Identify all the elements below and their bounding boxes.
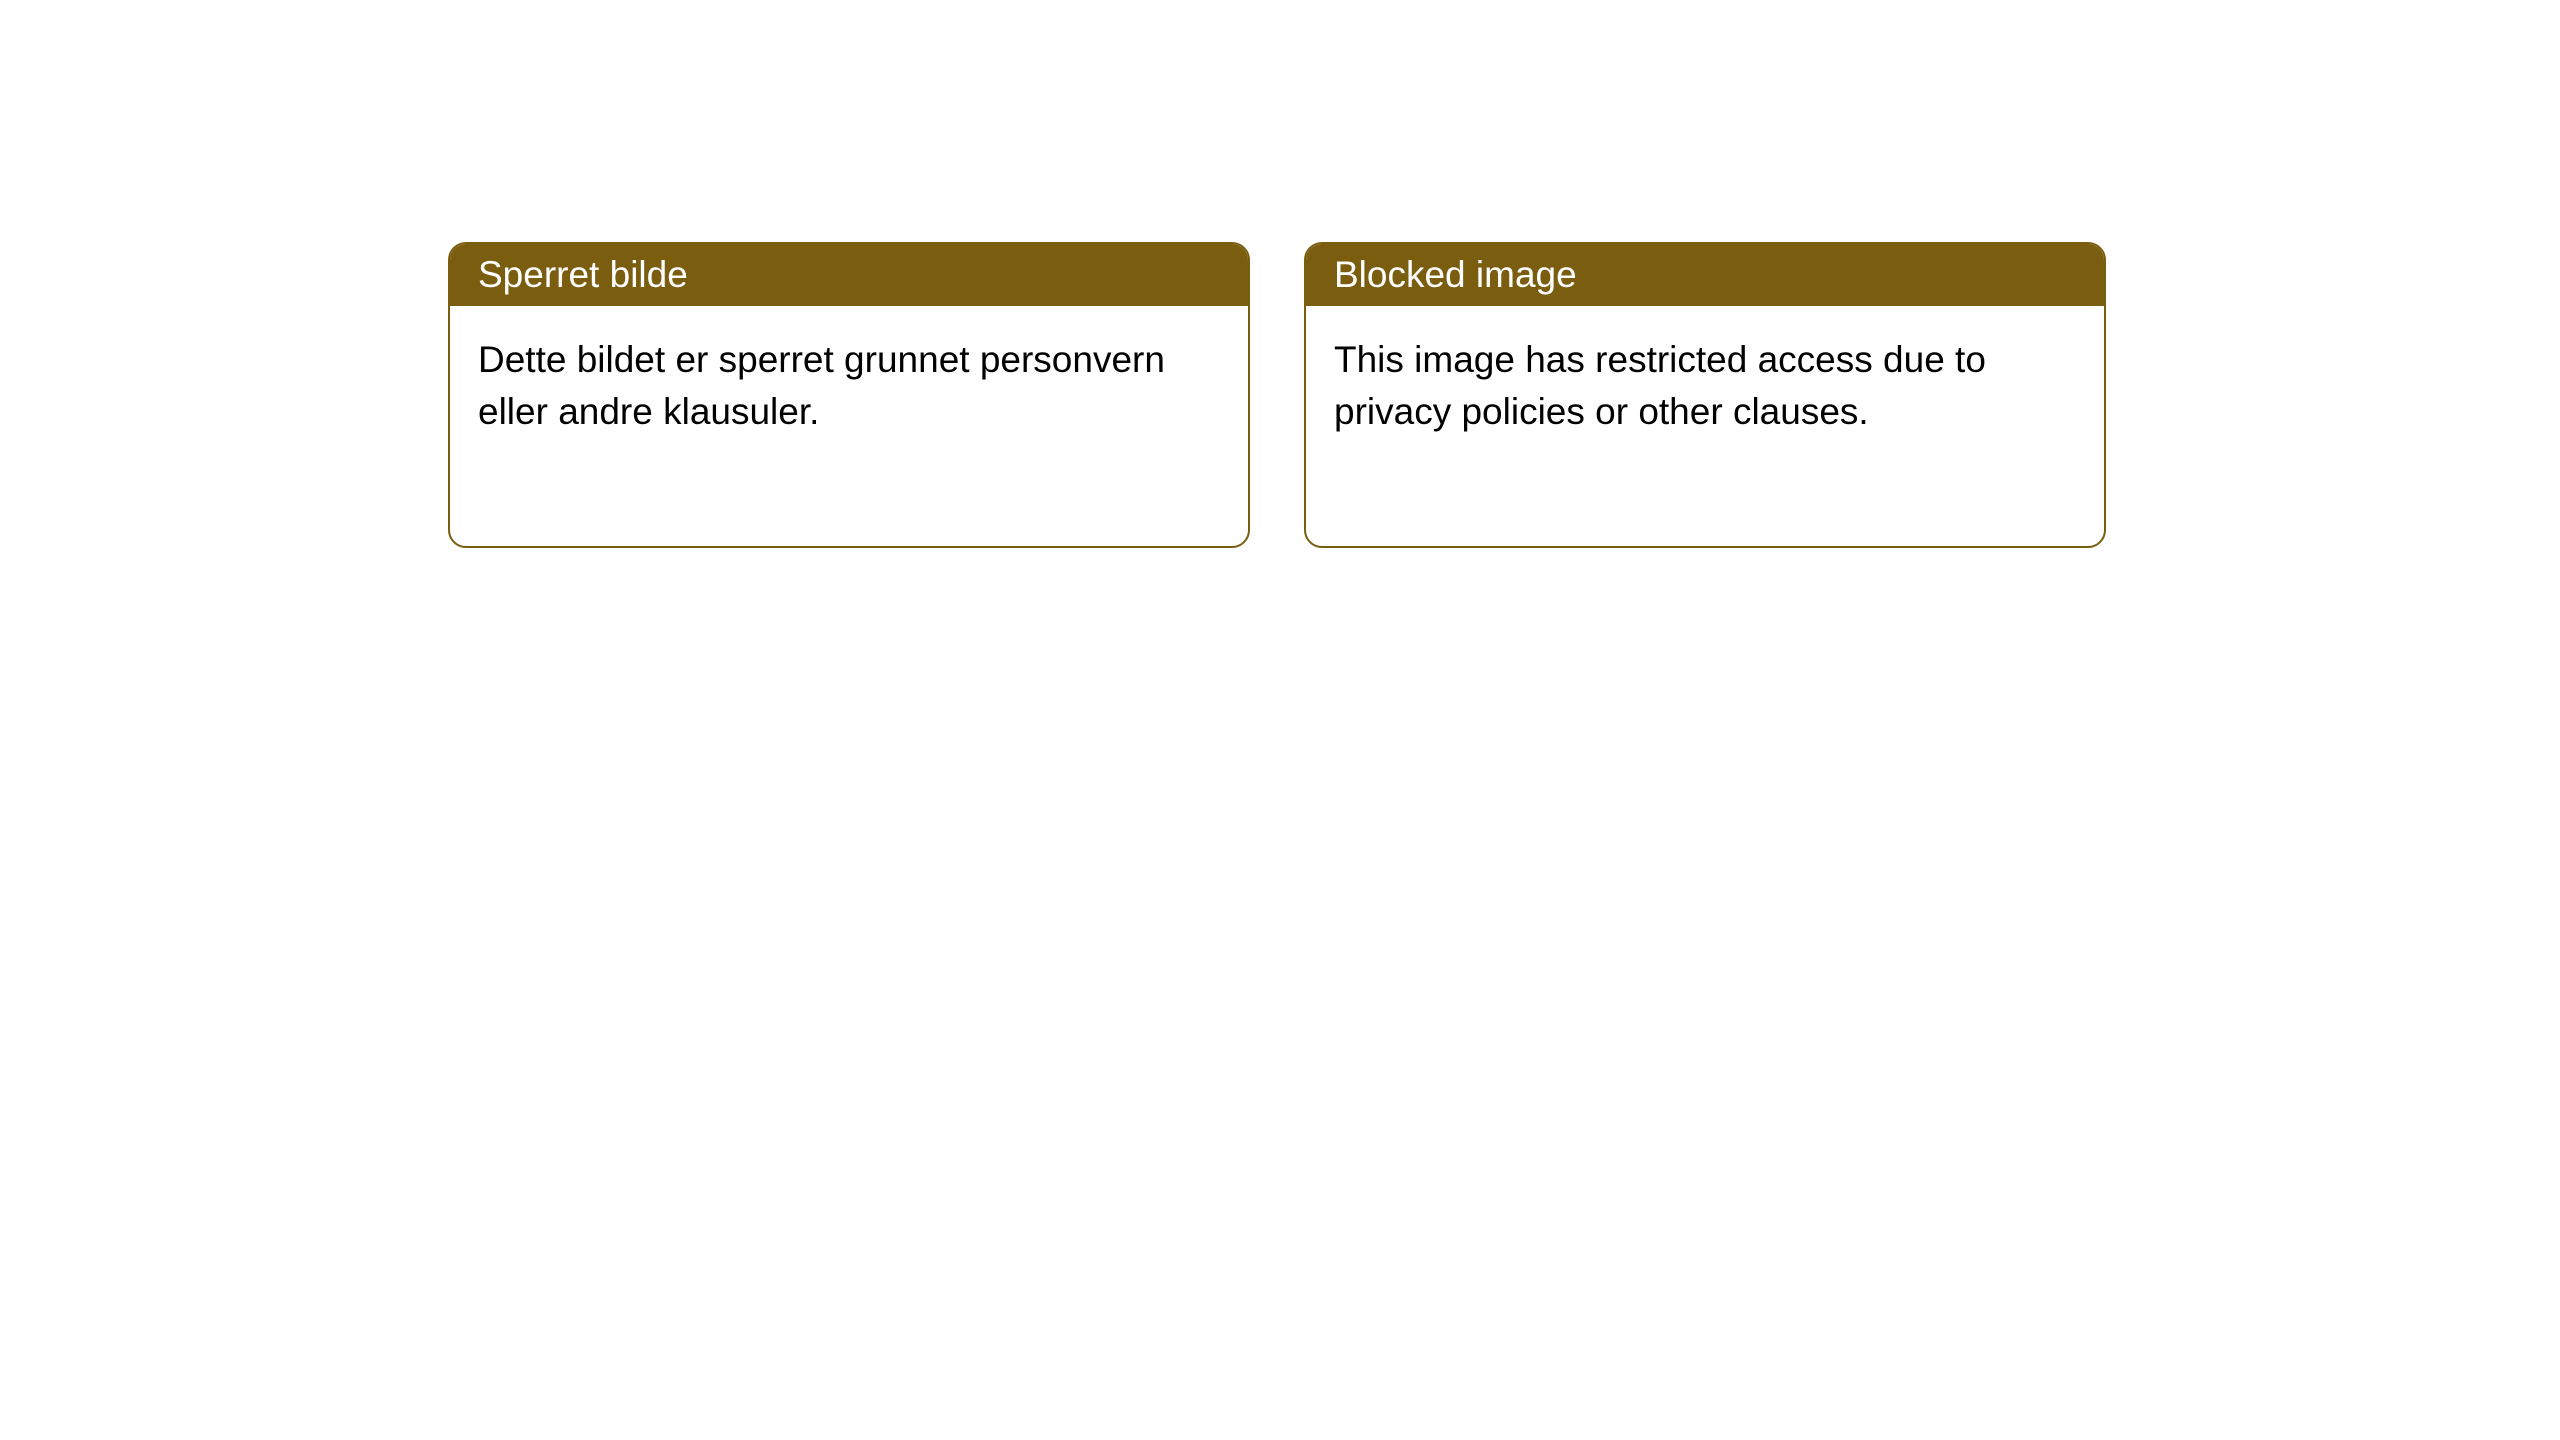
card-title: Sperret bilde: [450, 244, 1248, 306]
notice-cards-container: Sperret bilde Dette bildet er sperret gr…: [0, 0, 2560, 548]
card-title: Blocked image: [1306, 244, 2104, 306]
notice-card-english: Blocked image This image has restricted …: [1304, 242, 2106, 548]
card-body: Dette bildet er sperret grunnet personve…: [450, 306, 1248, 546]
card-body: This image has restricted access due to …: [1306, 306, 2104, 546]
notice-card-norwegian: Sperret bilde Dette bildet er sperret gr…: [448, 242, 1250, 548]
